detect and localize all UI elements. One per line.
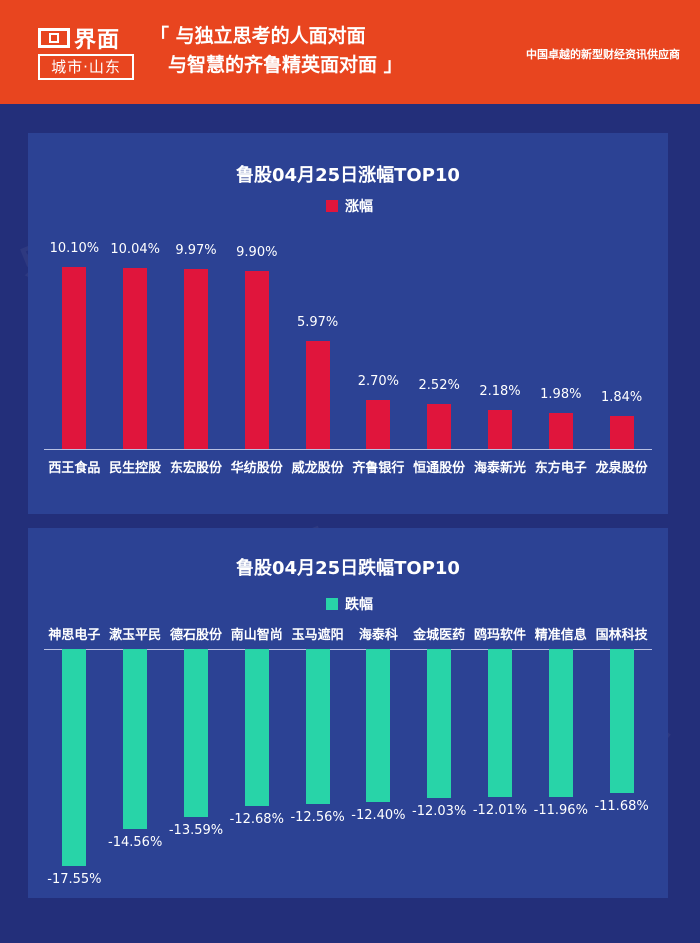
gainer-category-label: 海泰新光 xyxy=(473,461,526,476)
decliner-value-label: -12.68% xyxy=(229,811,284,827)
gainer-value-label: 2.70% xyxy=(357,374,400,390)
decliner-bar xyxy=(62,649,87,866)
decliner-value-label: -17.55% xyxy=(47,872,102,887)
decliner-value-label: -11.68% xyxy=(594,799,649,815)
decliner-category-label: 神思电子 xyxy=(48,628,101,643)
gainer-bar xyxy=(609,415,634,449)
gainer-category-label: 西王食品 xyxy=(48,461,101,476)
gainer-value-label: 5.97% xyxy=(296,315,339,331)
decliner-bar xyxy=(305,649,330,805)
decliner-bar xyxy=(427,649,452,798)
gainer-value-label: 1.98% xyxy=(540,387,582,403)
decliners-baseline xyxy=(44,649,652,650)
decliner-category-label: 鸥玛软件 xyxy=(473,628,526,643)
decliner-bar xyxy=(366,649,391,803)
gainer-category-label: 威龙股份 xyxy=(291,461,344,476)
gainer-value-label: 10.10% xyxy=(49,241,100,256)
decliner-value-label: -11.96% xyxy=(533,802,588,818)
decliners-legend: 跌幅 xyxy=(326,594,373,614)
gainer-bar xyxy=(123,268,148,449)
tagline: 中国卓越的新型财经资讯供应商 xyxy=(526,48,680,61)
decliner-category-label: 国林科技 xyxy=(595,628,648,643)
gainer-category-label: 东宏股份 xyxy=(169,461,222,476)
brand-logo: 界面 城市·山东 xyxy=(38,24,134,80)
decliner-category-label: 精准信息 xyxy=(534,628,587,643)
gainer-bar xyxy=(305,341,330,449)
gainer-bar xyxy=(184,269,208,449)
decliner-bar xyxy=(244,649,269,806)
gainer-value-label: 2.52% xyxy=(418,377,460,393)
decliner-category-label: 玉马遮阳 xyxy=(291,628,344,643)
logo-name: 界面 xyxy=(74,28,121,53)
slogan-line-1: 「 与独立思考的人面对面 xyxy=(150,25,366,47)
gainer-category-label: 东方电子 xyxy=(534,461,587,476)
decliner-bar xyxy=(609,649,634,794)
gainers-baseline xyxy=(44,449,652,450)
decliners-chart-panel: 鲁股04月25日跌幅TOP10 跌幅 -17.55% 神思电子 -14.56% 漱玉平… xyxy=(28,528,668,898)
decliner-value-label: -12.01% xyxy=(472,803,528,819)
decliner-value-label: -12.56% xyxy=(290,810,345,826)
gainer-bar xyxy=(548,413,573,449)
decliners-legend-label: 跌幅 xyxy=(345,597,373,613)
gainer-value-label: 10.04% xyxy=(110,242,160,258)
decliners-chart-title: 鲁股04月25日跌幅TOP10 xyxy=(236,558,460,579)
decliner-category-label: 海泰科 xyxy=(358,628,398,643)
logo-subtitle: 城市·山东 xyxy=(38,54,134,80)
slogan: 「 与独立思考的人面对面 与智慧的齐鲁精英面对面 」 xyxy=(150,22,403,80)
gainer-value-label: 9.97% xyxy=(175,243,217,259)
gainer-value-label: 9.90% xyxy=(236,244,278,260)
gainer-category-label: 龙泉股份 xyxy=(595,461,648,476)
decliner-category-label: 南山智尚 xyxy=(230,628,283,643)
decliner-bar xyxy=(488,649,512,798)
gainer-category-label: 齐鲁银行 xyxy=(352,461,405,476)
decliner-value-label: -12.03% xyxy=(412,803,467,819)
decliners-legend-swatch xyxy=(326,598,338,610)
gainer-value-label: 1.84% xyxy=(600,389,643,405)
gainer-bar xyxy=(488,409,512,449)
gainers-legend-swatch xyxy=(326,200,338,212)
decliner-bar xyxy=(123,649,148,830)
decliner-value-label: -12.40% xyxy=(351,808,406,824)
decliner-bar xyxy=(548,649,573,797)
decliner-value-label: -13.59% xyxy=(168,823,224,839)
gainer-bar xyxy=(62,267,87,449)
gainers-legend-label: 涨幅 xyxy=(345,199,373,215)
gainers-legend: 涨幅 xyxy=(326,196,373,216)
gainer-category-label: 民生控股 xyxy=(109,461,162,476)
header-banner: 界面 城市·山东 「 与独立思考的人面对面 与智慧的齐鲁精英面对面 」 中国卓越… xyxy=(0,0,700,104)
decliner-category-label: 漱玉平民 xyxy=(109,628,162,643)
decliner-bar xyxy=(184,649,208,818)
gainers-chart-panel: 鲁股04月25日涨幅TOP10 涨幅 10.10% 西王食品 10.04% 民生控股 9… xyxy=(28,133,668,514)
gainer-value-label: 2.18% xyxy=(479,383,521,399)
decliner-category-label: 德石股份 xyxy=(169,628,222,643)
slogan-line-2: 与智慧的齐鲁精英面对面 」 xyxy=(168,54,403,76)
decliner-value-label: -14.56% xyxy=(108,835,163,851)
gainer-category-label: 华纺股份 xyxy=(230,461,283,476)
gainer-bar xyxy=(366,400,391,449)
gainer-category-label: 恒通股份 xyxy=(413,461,466,476)
decliner-category-label: 金城医药 xyxy=(413,628,466,643)
gainers-chart-title: 鲁股04月25日涨幅TOP10 xyxy=(236,165,460,186)
gainer-bar xyxy=(244,270,269,449)
logo-mark-icon xyxy=(38,28,70,48)
gainer-bar xyxy=(427,403,452,449)
